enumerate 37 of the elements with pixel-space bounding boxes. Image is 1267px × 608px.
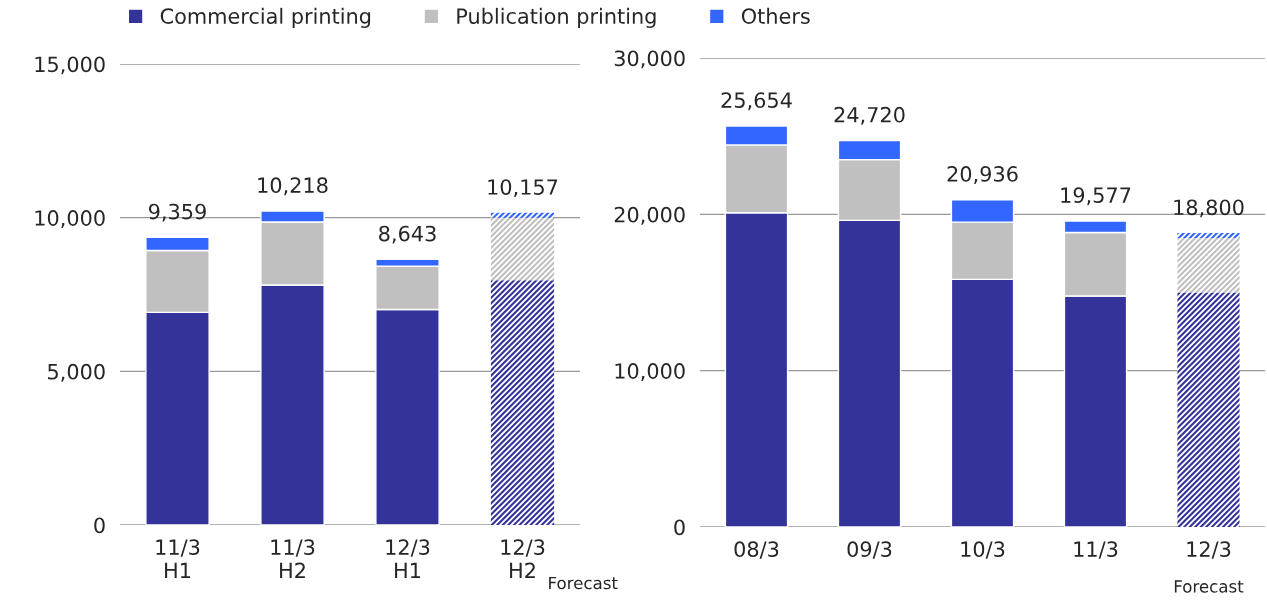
y-tick-label: 30,000 [614,50,685,69]
total-label: 18,800 [1174,199,1244,218]
bar [490,280,555,525]
total-label: 10,157 [488,179,558,198]
y-tick-label: 10,000 [35,210,105,228]
total-label: 20,936 [947,166,1018,184]
x-tick-label: 11/3 H1 [156,539,200,579]
bar [1177,237,1240,293]
total-label: 24,720 [834,106,905,125]
y-tick-label: 20,000 [614,206,685,225]
x-tick-label: 10/3 [961,541,1005,559]
bar [490,217,555,281]
total-label: 10,218 [258,177,328,196]
x-tick-label: 12/3 H2 [501,539,545,579]
y-tick-label: 0 [94,517,105,534]
legend-label: Publication printing [457,7,656,29]
y-tick-label: 5,000 [48,363,105,382]
y-tick-label: 10,000 [615,363,685,381]
total-label: 9,359 [148,203,206,222]
text: Forecast [549,576,618,590]
bar [1177,292,1240,527]
x-tick-label: 12/3 [1187,541,1231,559]
total-label: 25,654 [721,92,792,111]
x-tick-label: 09/3 [847,541,892,559]
x-tick-label: 12/3 H1 [386,539,430,579]
y-tick-label: 0 [674,519,685,536]
bar [1177,233,1240,238]
text: Forecast [1174,580,1244,593]
legend-label: Commercial printing [160,7,371,29]
total-label: 8,643 [379,225,436,244]
legend-label: Others [741,7,810,24]
x-tick-label: 08/3 [734,541,779,559]
x-tick-label: 11/3 H2 [271,539,315,579]
total-label: 19,577 [1061,187,1131,206]
bar [490,212,555,218]
x-tick-label: 11/3 [1074,541,1118,559]
y-tick-label: 15,000 [35,56,105,75]
